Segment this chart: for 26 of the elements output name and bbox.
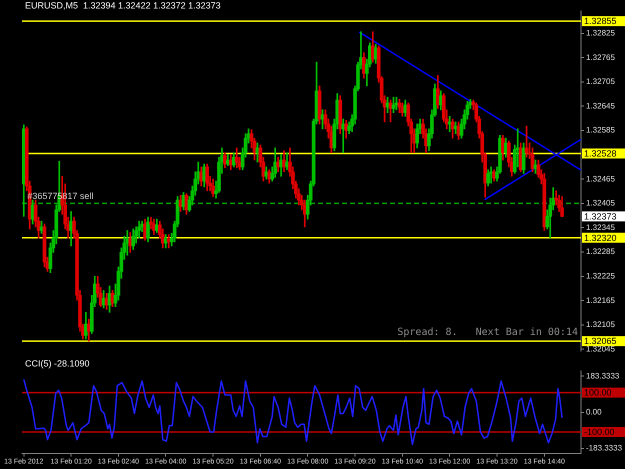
annotation: Spread: 8. Next Bar in 00:14 — [397, 326, 578, 338]
y-tick-label: -183.3333 — [586, 444, 623, 453]
ref-line-label: 100.00 — [584, 388, 612, 398]
y-tick-label: 1.32045 — [586, 344, 616, 354]
y-tick-label: 0.00 — [586, 408, 602, 417]
ref-line-label: 1.32528 — [584, 148, 617, 159]
y-tick-label: 1.32105 — [586, 320, 616, 330]
y-tick-label: 1.32225 — [586, 271, 616, 280]
y-tick-label: 1.32585 — [586, 126, 616, 135]
text: 1.32373 — [584, 211, 617, 222]
y-tick-label: 1.32465 — [586, 174, 616, 184]
y-tick-label: 1.32645 — [586, 101, 616, 110]
ref-line-label: -100.00 — [584, 426, 615, 437]
ref-line-label: 1.32855 — [584, 16, 617, 26]
y-tick-label: 1.32825 — [586, 28, 616, 38]
y-tick-label: 1.32285 — [586, 247, 616, 256]
y-tick-label: 1.32405 — [586, 198, 616, 208]
y-tick-label: 1.32345 — [586, 222, 616, 232]
y-tick-label: 1.32705 — [586, 77, 616, 86]
ref-line-label: 1.32320 — [584, 232, 617, 243]
y-tick-label: 1.32165 — [586, 296, 616, 305]
ref-line-label: 1.32065 — [584, 336, 617, 346]
chart-title: EURUSD,M5 1.32394 1.32422 1.32372 1.32373 — [25, 0, 221, 10]
chart-title: CCI(5) -28.1090 — [25, 358, 90, 368]
y-tick-label: 183.3333 — [586, 371, 620, 380]
y-tick-label: 1.32765 — [586, 52, 616, 62]
